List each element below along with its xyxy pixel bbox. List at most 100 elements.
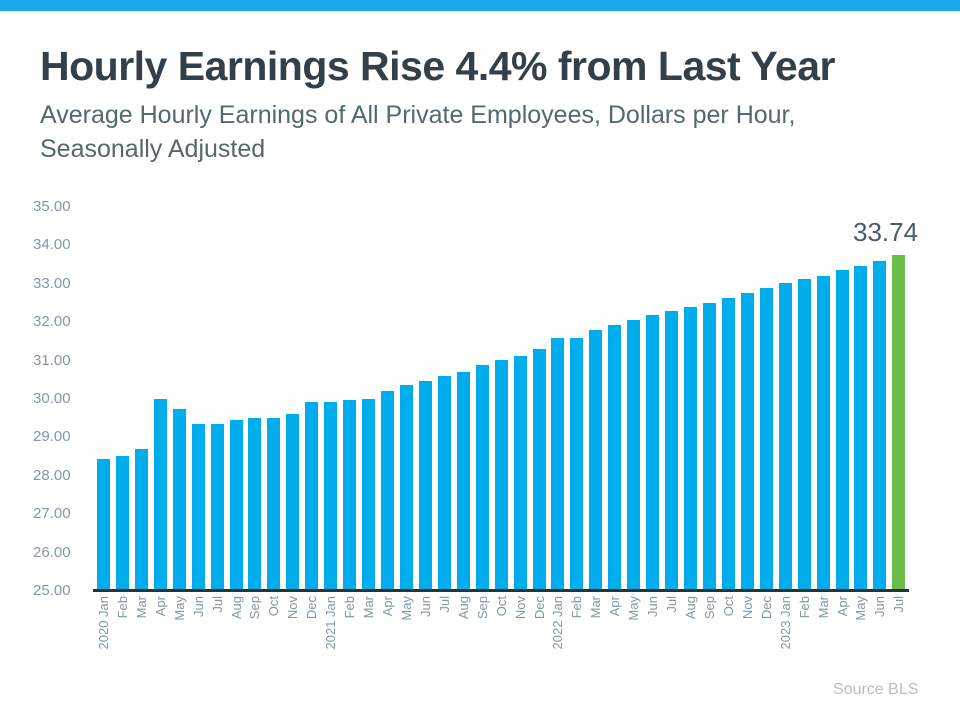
bar-cell <box>227 207 246 591</box>
bar-cell <box>113 207 132 591</box>
x-tick-label: Nov <box>285 596 301 620</box>
bar <box>115 455 129 591</box>
bar-cell <box>378 207 397 591</box>
bar <box>248 418 262 591</box>
bar-cell <box>246 207 265 591</box>
y-tick-label: 33.00 <box>33 274 71 292</box>
bar <box>191 424 205 591</box>
bar-cell <box>473 207 492 591</box>
bar <box>475 365 489 591</box>
x-tick-label: Feb <box>342 596 358 619</box>
x-tick-label: 2023 Jan <box>777 596 793 650</box>
bar-cell <box>359 207 378 591</box>
chart-subtitle-line-1: Average Hourly Earnings of All Private E… <box>40 101 796 129</box>
bar-cell <box>151 207 170 591</box>
y-tick-label: 30.00 <box>33 390 71 407</box>
bar-cell <box>492 207 511 591</box>
bar <box>854 266 868 591</box>
x-tick-cell: Mar <box>132 596 151 686</box>
bar <box>399 385 413 591</box>
x-tick-label: Sep <box>247 596 263 620</box>
x-tick-cell: Apr <box>833 596 852 686</box>
bar <box>134 449 148 591</box>
x-tick-cell: 2023 Jan <box>776 596 795 686</box>
x-tick-label: Mar <box>588 596 604 619</box>
bar <box>418 381 432 591</box>
x-tick-cell: Jul <box>435 596 454 686</box>
x-tick-label: May <box>398 596 414 621</box>
x-axis-tick-labels: 2020 Jan Feb Mar Apr May Jun Jul Aug Sep Oct Nov De… <box>94 596 910 686</box>
x-tick-cell: 2022 Jan <box>549 596 568 686</box>
bar-cell <box>283 207 302 591</box>
bar <box>759 288 773 591</box>
bar-cell <box>397 207 416 591</box>
x-tick-cell: Apr <box>151 596 170 686</box>
x-tick-cell: Nov <box>283 596 302 686</box>
bar-cell <box>814 207 833 591</box>
x-tick-label: Dec <box>304 596 320 620</box>
bar-cell <box>264 207 283 591</box>
x-tick-label: Dec <box>531 596 547 620</box>
bar-cell <box>700 207 719 591</box>
chart-title: Hourly Earnings Rise 4.4% from Last Year <box>40 43 836 89</box>
x-tick-label: May <box>171 596 187 621</box>
bar <box>267 417 281 591</box>
x-tick-label: Jun <box>872 596 888 617</box>
x-tick-label: Dec <box>758 596 774 620</box>
x-tick-cell: Jul <box>208 596 227 686</box>
source-note: Source BLS <box>833 681 919 698</box>
x-tick-label: Jun <box>645 596 661 617</box>
bar <box>381 390 395 591</box>
x-tick-label: Oct <box>720 596 736 617</box>
x-tick-label: Oct <box>266 596 282 617</box>
bar <box>589 329 603 591</box>
x-tick-label: 2021 Jan <box>323 596 339 650</box>
x-tick-label: Feb <box>569 596 585 619</box>
x-tick-label: Aug <box>455 596 471 620</box>
bar-cell <box>530 207 549 591</box>
x-tick-cell: Mar <box>814 596 833 686</box>
bar <box>608 325 622 591</box>
x-tick-label: Apr <box>380 596 396 617</box>
y-tick-label: 29.00 <box>33 428 71 446</box>
x-tick-cell: Aug <box>227 596 246 686</box>
bar-cell <box>189 207 208 591</box>
x-tick-cell: May <box>624 596 643 686</box>
bar <box>153 398 167 591</box>
x-tick-cell: May <box>397 596 416 686</box>
bar <box>532 348 546 591</box>
x-tick-cell: Feb <box>340 596 359 686</box>
x-tick-label: Jul <box>664 596 680 613</box>
x-tick-cell: Feb <box>113 596 132 686</box>
bar <box>437 375 451 591</box>
chart-subtitle-line-2: Seasonally Adjusted <box>40 135 266 163</box>
bar <box>456 371 470 591</box>
x-tick-cell: Mar <box>586 596 605 686</box>
bar-value-label: 33.74 <box>853 217 919 247</box>
x-tick-cell: Aug <box>681 596 700 686</box>
x-tick-label: Jul <box>209 596 225 613</box>
bar-cell <box>662 207 681 591</box>
x-tick-cell: Jul <box>662 596 681 686</box>
bar-cell <box>511 207 530 591</box>
bar-cell <box>435 207 454 591</box>
x-tick-cell: Sep <box>246 596 265 686</box>
bar-cell <box>795 207 814 591</box>
x-tick-label: Feb <box>796 596 812 619</box>
top-accent-bar <box>0 0 960 11</box>
bar <box>210 423 224 591</box>
x-tick-cell: Apr <box>605 596 624 686</box>
bar <box>665 311 679 591</box>
bar-cell <box>340 207 359 591</box>
x-tick-label: May <box>853 596 869 621</box>
x-tick-cell: Apr <box>378 596 397 686</box>
x-tick-label: Apr <box>152 596 168 617</box>
x-tick-label: Mar <box>815 596 831 619</box>
bar <box>740 292 754 591</box>
bar-cell <box>776 207 795 591</box>
x-tick-label: Jul <box>891 596 907 613</box>
x-tick-label: Nov <box>512 596 528 620</box>
y-tick-label: 32.00 <box>33 313 71 331</box>
bar-cell <box>889 207 908 591</box>
